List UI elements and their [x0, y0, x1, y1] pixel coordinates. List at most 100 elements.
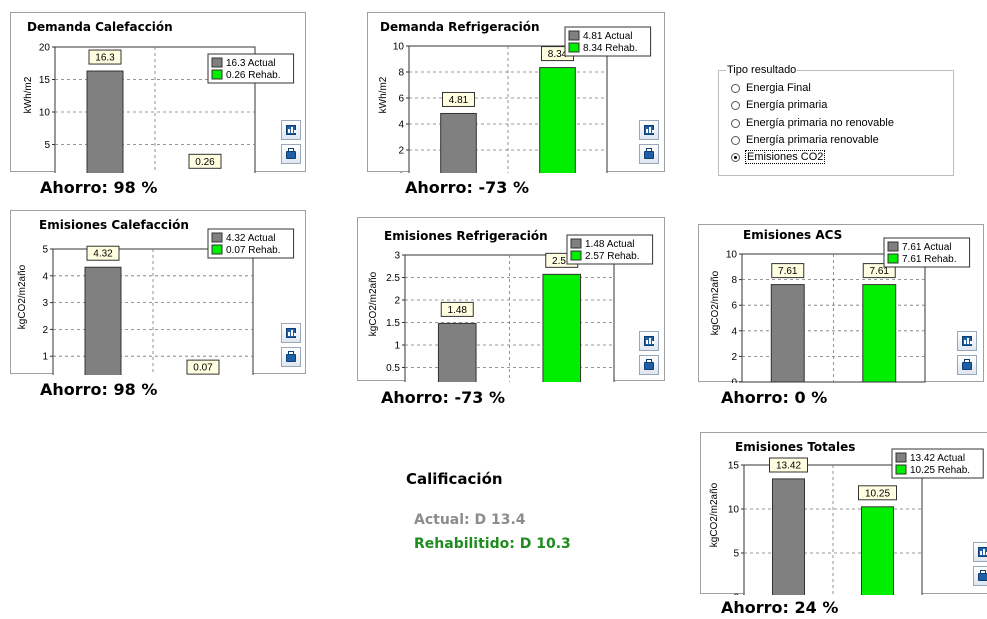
chart-panel-emisiones-refrigeracion: Emisiones Refrigeración00.511.522.53kgCO… — [357, 217, 665, 382]
calificacion-actual: Actual: D 13.4 — [414, 512, 526, 528]
y-tick-label: 10 — [393, 42, 405, 53]
y-tick-label: 1 — [42, 352, 48, 363]
legend-entry: 4.32 Actual — [226, 233, 275, 244]
radio-emisiones-co2[interactable]: Emisiones CO2 — [731, 149, 826, 165]
print-button[interactable] — [957, 355, 977, 375]
legend-entry: 10.25 Rehab. — [910, 465, 970, 476]
radio-energia-primaria-renovable[interactable]: Energía primaria renovable — [731, 132, 879, 148]
printer-icon — [286, 351, 296, 362]
data-label: 1.48 — [448, 305, 468, 316]
y-tick-label: 2 — [394, 296, 400, 307]
y-tick-label: 5 — [733, 549, 739, 560]
print-button[interactable] — [639, 144, 659, 164]
y-tick-label: 20 — [39, 43, 51, 54]
chart-options-button[interactable] — [639, 120, 659, 140]
print-button[interactable] — [281, 347, 301, 367]
printer-icon — [286, 148, 296, 159]
chart-options-button[interactable] — [973, 542, 987, 562]
y-tick-label: 10 — [726, 250, 738, 261]
bar-chart-icon — [978, 547, 987, 557]
y-axis-label: kWh/m2 — [23, 76, 34, 113]
y-tick-label: 4 — [42, 271, 48, 282]
legend-entry: 7.61 Actual — [902, 242, 951, 253]
radio-button[interactable] — [731, 135, 740, 145]
data-label: 10.25 — [865, 488, 890, 499]
chart-emisiones-acs: Emisiones ACS0246810kgCO2/m2año7.61Actua… — [710, 228, 971, 383]
chart-options-button[interactable] — [281, 120, 301, 140]
legend-entry: 13.42 Actual — [910, 453, 965, 464]
data-label: 2.57 — [552, 256, 572, 267]
y-tick-label: 3 — [42, 298, 48, 309]
chart-title: Emisiones Calefacción — [39, 218, 189, 232]
legend-swatch — [211, 244, 223, 255]
y-tick-label: 2 — [731, 352, 737, 363]
data-label: 7.61 — [778, 266, 798, 277]
y-axis-label: kgCO2/m2año — [709, 482, 720, 547]
bar-chart-icon — [286, 125, 296, 135]
tipo-resultado-legend: Tipo resultado — [726, 64, 798, 76]
data-label-box — [186, 359, 220, 375]
legend-box — [891, 448, 984, 479]
print-button[interactable] — [973, 566, 987, 586]
bar-chart-icon — [286, 328, 296, 338]
radio-label: Energía primaria — [746, 99, 828, 111]
y-tick-label: 8 — [731, 275, 737, 286]
bar-actual — [771, 478, 806, 595]
legend-entry: 0.07 Rehab. — [226, 245, 281, 256]
data-label-box — [86, 245, 120, 261]
y-tick-label: 2 — [398, 146, 404, 157]
radio-button[interactable] — [731, 100, 740, 110]
radio-label: Energía primaria no renovable — [746, 117, 894, 129]
radio-energia-primaria[interactable]: Energía primaria — [731, 97, 827, 113]
bar-chart-icon — [644, 125, 654, 135]
data-label-box — [769, 457, 808, 473]
y-tick-label: 5 — [42, 245, 48, 256]
data-label: 4.32 — [93, 249, 113, 260]
data-label: 4.81 — [449, 95, 469, 106]
data-label-box — [188, 153, 222, 169]
y-tick-label: 15 — [728, 461, 740, 472]
legend-swatch — [895, 452, 907, 463]
bar-rehab — [542, 273, 582, 382]
chart-panel-emisiones-totales: Emisiones Totales051015kgCO2/m2año13.42A… — [700, 432, 987, 595]
data-label: 0.26 — [195, 157, 215, 168]
y-tick-label: 10 — [728, 505, 740, 516]
printer-icon — [644, 359, 654, 370]
legend-swatch — [211, 57, 223, 68]
ahorro-emisiones-totales: Ahorro: 24 % — [721, 598, 839, 617]
legend-swatch — [895, 464, 907, 475]
chart-options-button[interactable] — [957, 331, 977, 351]
chart-emisiones-refrigeracion: Emisiones Refrigeración00.511.522.53kgCO… — [368, 229, 654, 382]
y-tick-label: 0.5 — [386, 363, 400, 374]
chart-options-button[interactable] — [281, 323, 301, 343]
radio-button-selected[interactable] — [731, 152, 740, 162]
bar-actual — [86, 70, 124, 173]
chart-title: Emisiones Totales — [735, 440, 855, 454]
legend-swatch — [211, 69, 223, 80]
printer-icon — [644, 148, 654, 159]
y-tick-label: 1.5 — [386, 318, 400, 329]
chart-demanda-calefaccion: Demanda Calefacción05101520kWh/m216.3Act… — [23, 20, 295, 173]
chart-options-button[interactable] — [639, 331, 659, 351]
radio-button[interactable] — [731, 83, 740, 93]
print-button[interactable] — [281, 144, 301, 164]
printer-icon — [978, 570, 987, 581]
y-tick-label: 4 — [731, 326, 737, 337]
calificacion-title: Calificación — [406, 470, 503, 488]
legend-swatch — [568, 30, 580, 41]
y-tick-label: 10 — [39, 108, 51, 119]
ahorro-demanda-calefaccion: Ahorro: 98 % — [40, 178, 158, 197]
legend-entry: 8.34 Rehab. — [583, 43, 638, 54]
y-tick-label: 2.5 — [386, 273, 400, 284]
chart-emisiones-calefaccion: Emisiones Calefacción012345kgCO2/m2año4.… — [17, 218, 295, 375]
radio-energia-final[interactable]: Energia Final — [731, 80, 811, 96]
bar-actual — [770, 284, 805, 383]
data-label: 8.34 — [548, 49, 568, 60]
y-tick-label: 5 — [44, 140, 50, 151]
print-button[interactable] — [639, 355, 659, 375]
y-axis-label: kWh/m2 — [378, 76, 389, 113]
radio-energia-primaria-no-renovable[interactable]: Energía primaria no renovable — [731, 115, 894, 131]
printer-icon — [962, 359, 972, 370]
radio-button[interactable] — [731, 118, 740, 128]
data-label: 13.42 — [776, 461, 801, 472]
